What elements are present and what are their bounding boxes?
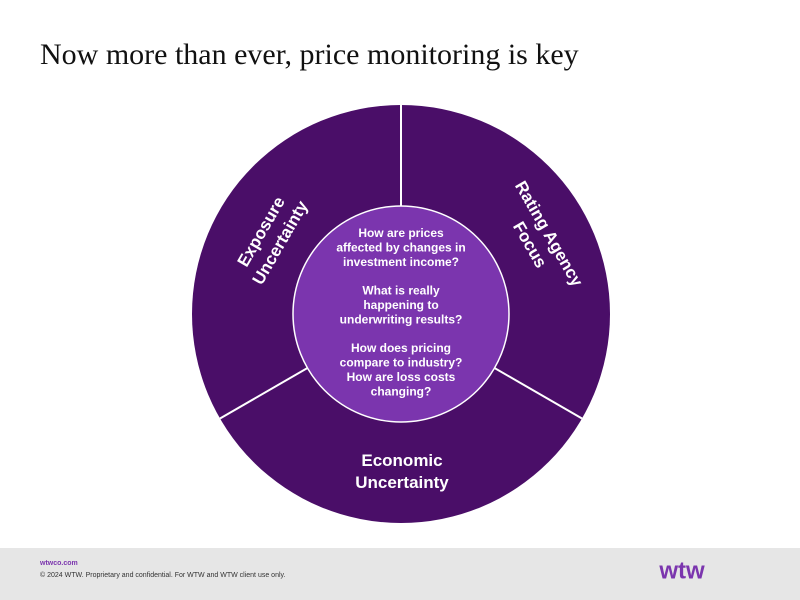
center-text: How are prices affected by changes in inve… xyxy=(336,226,465,399)
footer-legal: © 2024 WTW. Proprietary and confidential… xyxy=(40,571,285,579)
text-line: Economic xyxy=(361,451,442,470)
segment-label: Economic Uncertainty xyxy=(355,451,449,492)
footer-band xyxy=(0,548,800,600)
text-line: How are loss costs xyxy=(347,370,456,384)
text-line: Uncertainty xyxy=(355,473,449,492)
slide-title: Now more than ever, price monitoring is … xyxy=(40,38,579,71)
logo: wtw xyxy=(658,557,705,584)
text-line: happening to xyxy=(363,298,438,312)
center-circle xyxy=(292,205,510,423)
text-line: How are prices xyxy=(358,226,444,240)
text-line: underwriting results? xyxy=(340,313,463,327)
text-line: What is really xyxy=(362,284,440,298)
text-line: affected by changes in xyxy=(336,241,465,255)
text-line: investment income? xyxy=(343,255,459,269)
text-line: How does pricing xyxy=(351,341,451,355)
text-line: compare to industry? xyxy=(340,356,463,370)
text-line: changing? xyxy=(371,385,432,399)
footer-site: wtwco.com xyxy=(39,560,78,567)
